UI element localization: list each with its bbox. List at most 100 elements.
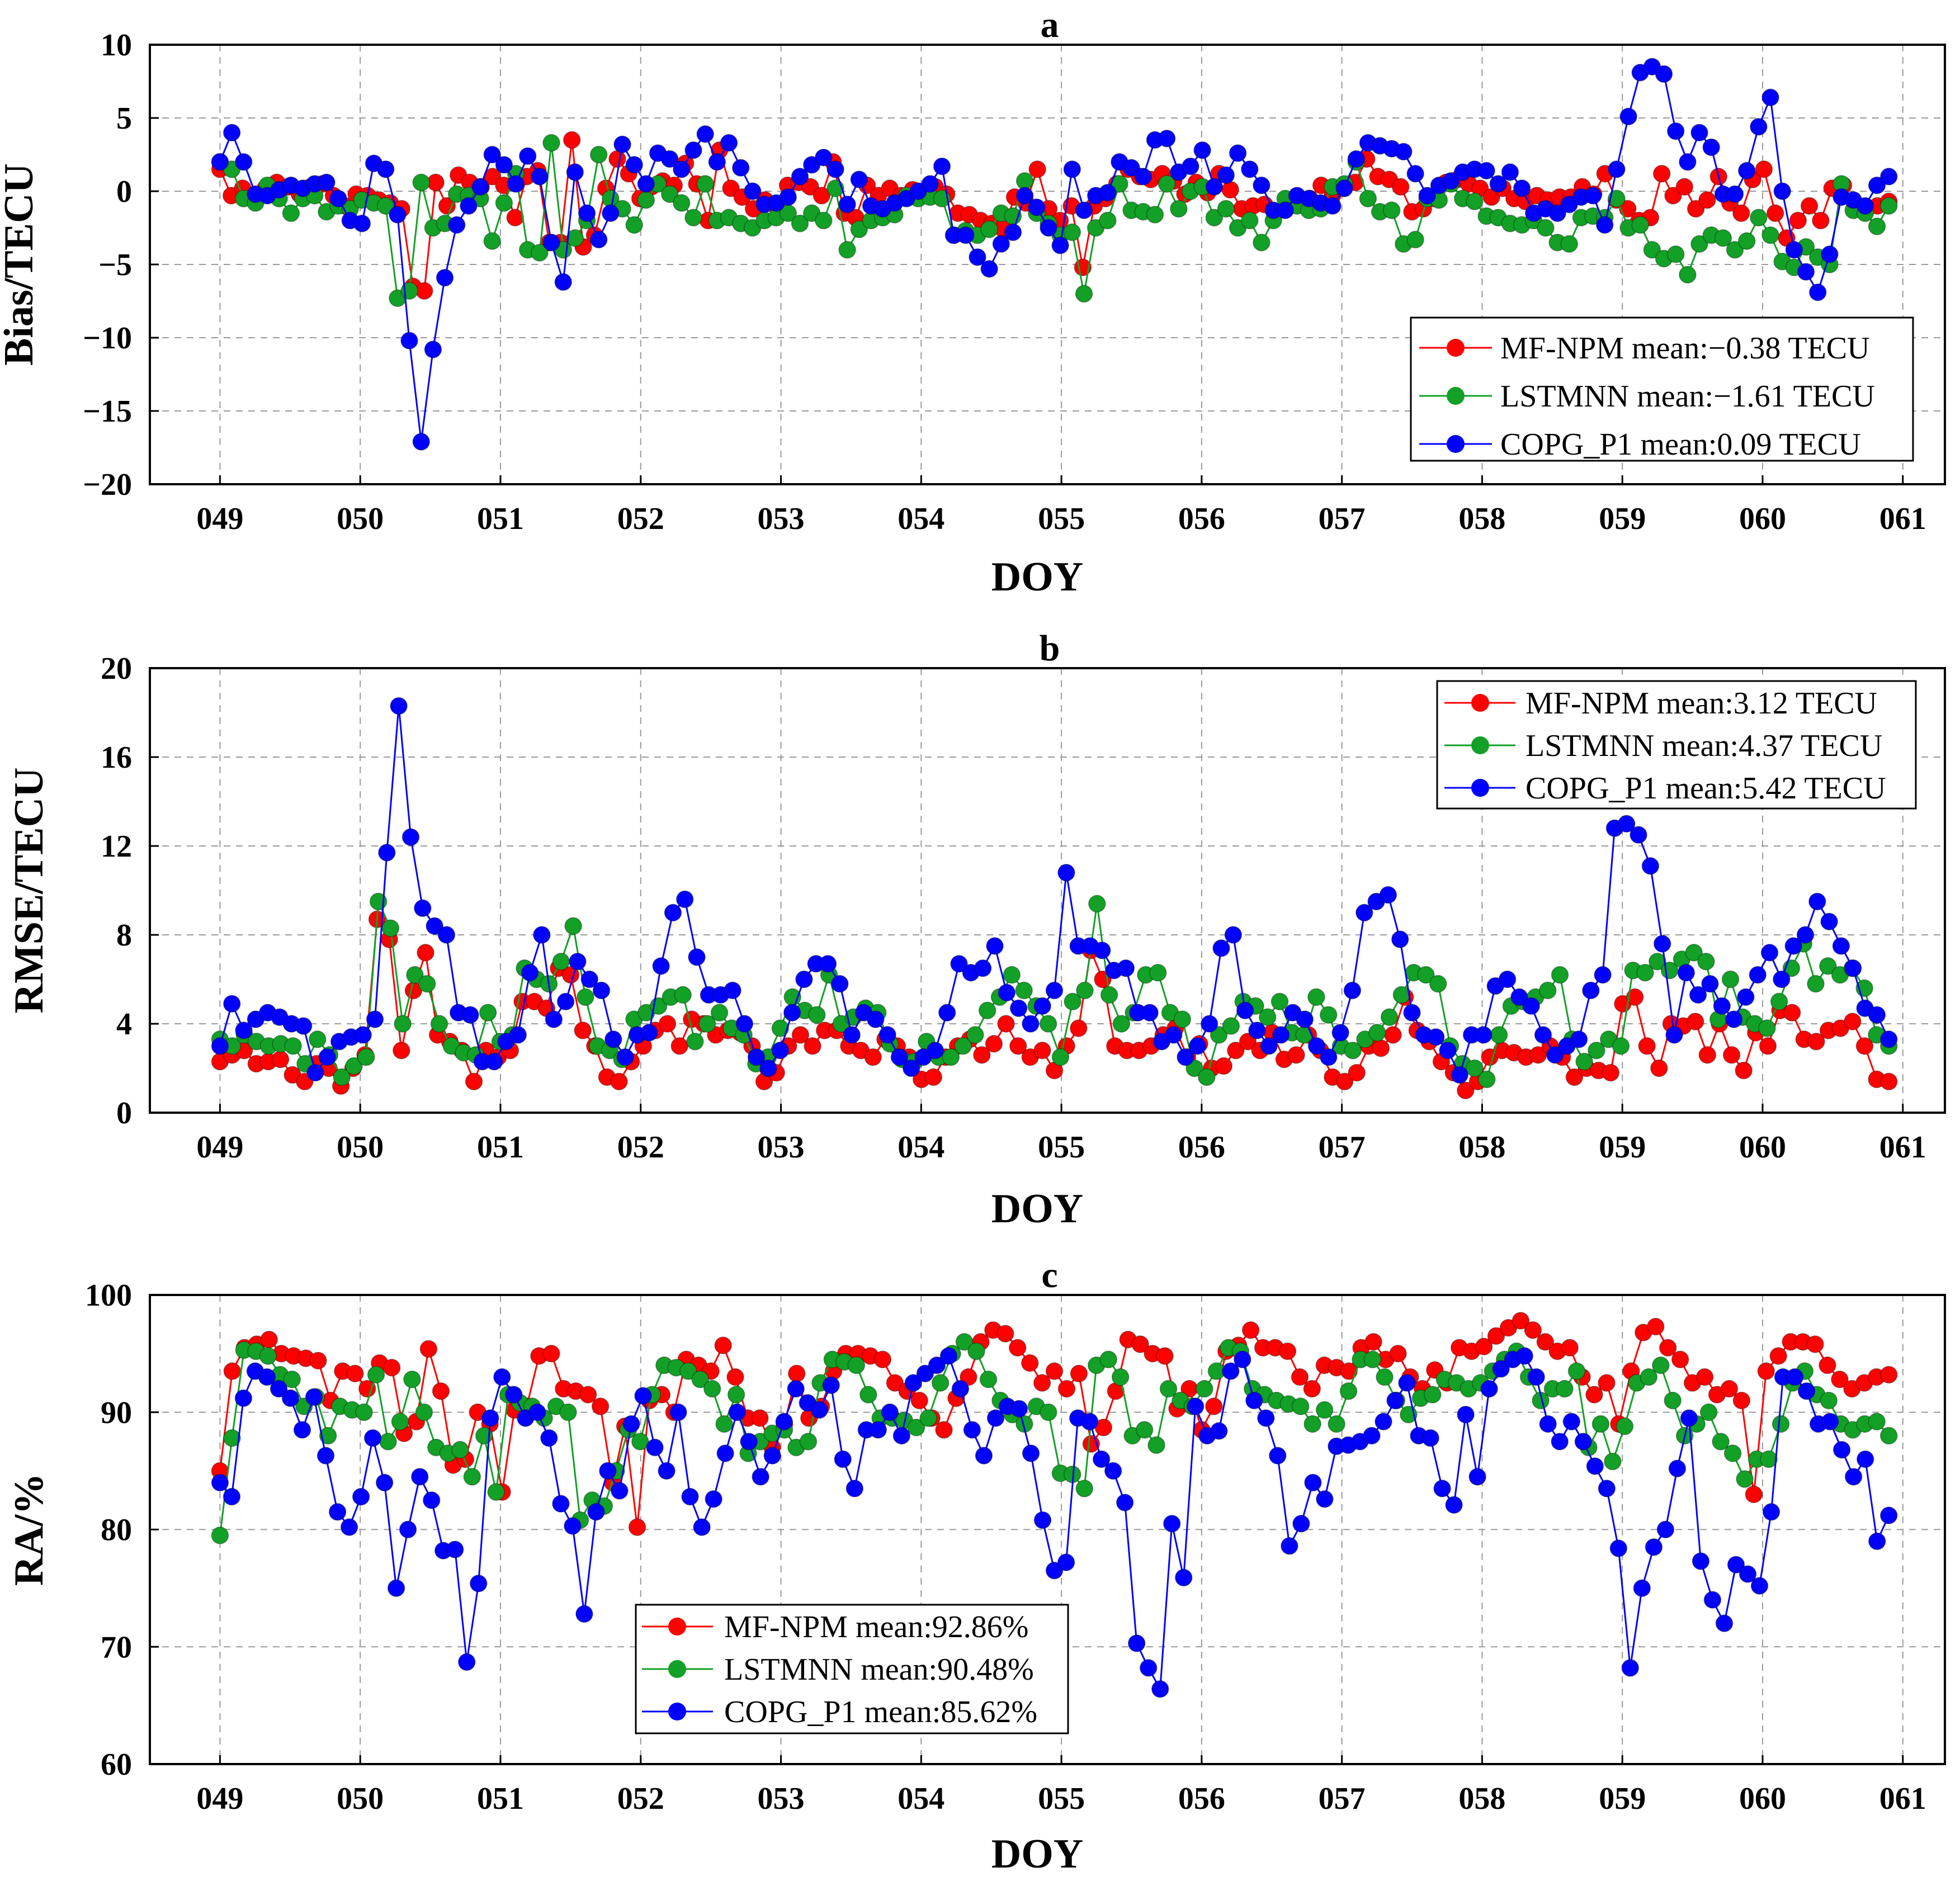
data-point xyxy=(1363,1350,1382,1369)
data-point xyxy=(1677,963,1695,982)
data-point xyxy=(1217,200,1235,218)
data-point xyxy=(771,1019,790,1037)
data-point xyxy=(890,1048,909,1066)
data-point xyxy=(559,1403,577,1421)
data-point xyxy=(1004,223,1022,242)
data-point xyxy=(363,1429,382,1447)
data-point xyxy=(986,937,1004,955)
data-point xyxy=(1224,926,1243,944)
data-point xyxy=(1392,986,1411,1004)
data-point xyxy=(391,1412,409,1431)
data-point xyxy=(1210,1422,1228,1440)
data-point xyxy=(1186,1059,1203,1077)
data-point xyxy=(963,1421,981,1439)
data-point xyxy=(438,197,456,215)
data-point xyxy=(1159,1380,1178,1398)
data-point xyxy=(1565,1068,1584,1086)
y-tick-label: −10 xyxy=(83,321,132,356)
x-tick-label: 052 xyxy=(617,1781,664,1816)
data-point xyxy=(1807,975,1825,993)
data-point xyxy=(460,197,478,215)
data-point xyxy=(1092,1450,1111,1468)
data-point xyxy=(1773,182,1791,200)
data-point xyxy=(1844,1013,1862,1030)
data-point xyxy=(879,1026,896,1044)
data-point xyxy=(1258,1008,1277,1026)
series-copg_p1 xyxy=(211,1347,1898,1698)
data-point xyxy=(345,1057,363,1075)
data-point xyxy=(387,1579,405,1597)
data-point xyxy=(1163,1515,1181,1533)
data-point xyxy=(779,188,797,206)
data-point xyxy=(293,1421,311,1439)
y-tick-label: 5 xyxy=(116,101,132,136)
data-point xyxy=(1732,1392,1751,1410)
data-point xyxy=(259,1347,277,1365)
data-point xyxy=(1391,178,1410,196)
data-point xyxy=(1339,1382,1358,1400)
data-point xyxy=(284,1037,302,1055)
data-point xyxy=(1855,1037,1874,1055)
data-point xyxy=(691,1370,709,1388)
data-point xyxy=(815,211,833,230)
data-point xyxy=(1598,1374,1616,1392)
data-point xyxy=(1702,138,1720,157)
data-point xyxy=(1222,1362,1240,1381)
data-point xyxy=(838,241,856,259)
data-point xyxy=(1715,1614,1734,1633)
data-point xyxy=(1205,178,1224,196)
data-point xyxy=(611,1482,629,1500)
data-point xyxy=(1099,1350,1117,1369)
data-point xyxy=(437,926,456,944)
data-point xyxy=(1193,141,1211,159)
data-point xyxy=(258,1368,276,1386)
data-point xyxy=(1722,1046,1741,1064)
data-point xyxy=(931,1374,950,1392)
data-point xyxy=(483,232,501,250)
data-point xyxy=(681,1488,699,1506)
data-point xyxy=(1739,1565,1757,1583)
data-point xyxy=(1075,201,1093,219)
data-point xyxy=(418,975,436,993)
data-point xyxy=(1303,1380,1321,1398)
data-point xyxy=(376,197,395,215)
data-point xyxy=(850,220,868,238)
data-point xyxy=(634,1387,652,1405)
data-point xyxy=(223,124,241,141)
panel-title: b xyxy=(1040,628,1060,669)
data-point xyxy=(1643,241,1661,259)
data-point xyxy=(1666,245,1685,263)
data-point xyxy=(1340,1362,1358,1381)
data-point xyxy=(1650,1059,1668,1077)
data-point xyxy=(1149,963,1167,982)
data-point xyxy=(1665,1026,1683,1044)
data-point xyxy=(399,1520,417,1539)
x-tick-label: 054 xyxy=(898,502,944,536)
data-point xyxy=(378,844,396,862)
data-point xyxy=(591,1397,610,1416)
data-point xyxy=(1403,1004,1421,1022)
data-point xyxy=(309,1351,327,1370)
data-point xyxy=(622,1415,640,1433)
data-point xyxy=(1229,144,1247,162)
y-tick-label: 100 xyxy=(85,1278,132,1313)
data-point xyxy=(599,1462,617,1480)
data-point xyxy=(1796,926,1815,944)
data-point xyxy=(318,1048,336,1066)
data-point xyxy=(1227,1041,1245,1060)
data-point xyxy=(507,175,525,193)
data-point xyxy=(1457,1406,1475,1424)
data-point xyxy=(1714,229,1732,247)
data-point xyxy=(1619,200,1637,218)
data-point xyxy=(608,150,626,168)
data-point xyxy=(759,1059,777,1077)
y-tick-label: 20 xyxy=(101,651,132,686)
data-point xyxy=(787,1380,805,1398)
data-point xyxy=(1200,1015,1218,1033)
data-point xyxy=(1783,1004,1801,1022)
data-point xyxy=(843,1026,861,1044)
data-point xyxy=(1737,162,1756,180)
data-point xyxy=(904,1374,923,1392)
data-point xyxy=(1797,1382,1816,1400)
data-point xyxy=(1170,200,1188,218)
